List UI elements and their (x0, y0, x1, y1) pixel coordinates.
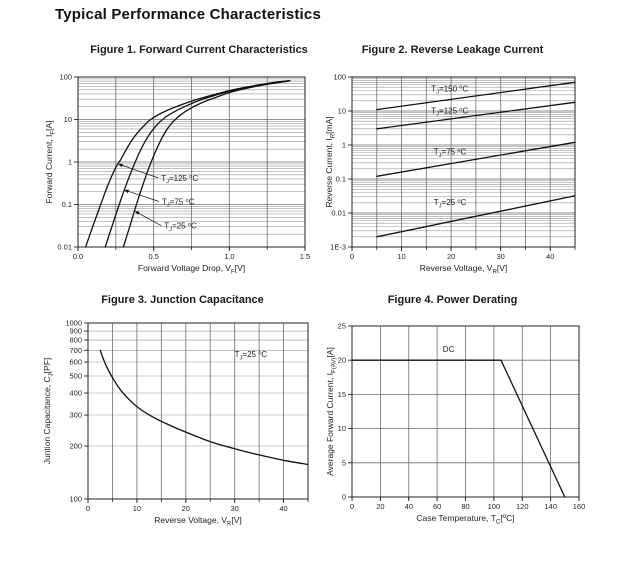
svg-text:0: 0 (86, 504, 90, 513)
svg-text:1.5: 1.5 (300, 252, 310, 261)
svg-text:400: 400 (69, 389, 82, 398)
svg-text:30: 30 (496, 252, 504, 261)
svg-text:Juntion Capacitance, CJ[PF]: Juntion Capacitance, CJ[PF] (42, 358, 54, 465)
svg-text:Average Forward Current, IF(AV: Average Forward Current, IF(AV)[A] (325, 347, 337, 476)
svg-text:300: 300 (69, 411, 82, 420)
svg-text:Forward Current, IF[A]: Forward Current, IF[A] (44, 120, 56, 203)
svg-text:15: 15 (338, 390, 346, 399)
svg-text:500: 500 (69, 371, 82, 380)
svg-text:0: 0 (342, 493, 346, 502)
svg-text:900: 900 (69, 327, 82, 336)
svg-text:0: 0 (350, 252, 354, 261)
svg-text:10: 10 (397, 252, 405, 261)
svg-text:40: 40 (405, 502, 413, 511)
svg-text:TJ=25 oC: TJ=25 oC (434, 198, 467, 209)
svg-text:100: 100 (59, 73, 72, 82)
svg-text:1.0: 1.0 (224, 252, 234, 261)
svg-text:Forward Voltage Drop, VF[V]: Forward Voltage Drop, VF[V] (138, 263, 245, 275)
svg-text:20: 20 (338, 356, 346, 365)
svg-text:TJ=75 oC: TJ=75 oC (434, 148, 467, 159)
svg-text:160: 160 (573, 502, 586, 511)
svg-text:TJ=125 oC: TJ=125 oC (431, 106, 468, 117)
svg-text:0: 0 (350, 502, 354, 511)
svg-text:40: 40 (279, 504, 287, 513)
svg-text:100: 100 (333, 73, 346, 82)
svg-text:0.5: 0.5 (148, 252, 158, 261)
svg-text:60: 60 (433, 502, 441, 511)
svg-text:10: 10 (338, 107, 346, 116)
svg-text:200: 200 (69, 442, 82, 451)
figure-2-panel: Figure 2. Reverse Leakage Current 0 10 20 3… (325, 44, 625, 294)
svg-text:10: 10 (64, 115, 72, 124)
svg-text:20: 20 (376, 502, 384, 511)
svg-text:0.01: 0.01 (331, 209, 346, 218)
svg-text:20: 20 (447, 252, 455, 261)
svg-text:DC: DC (443, 345, 455, 354)
svg-text:100: 100 (488, 502, 501, 511)
svg-text:1: 1 (342, 141, 346, 150)
figure-3-panel: Figure 3. Junction Capacitance 0 10 20 30 40… (40, 294, 340, 554)
figure-1-panel: Figure 1. Forward Current Characteristic… (40, 44, 340, 294)
svg-text:Case Temperature, TC[oC]: Case Temperature, TC[oC] (416, 513, 514, 525)
svg-text:140: 140 (544, 502, 557, 511)
figure-4-chart: 0 20 40 60 80 100 120 140 160 0 5 10 15 20 25 Case Temp… (325, 322, 586, 526)
svg-text:120: 120 (516, 502, 529, 511)
svg-text:TJ=25 oC: TJ=25 oC (164, 222, 197, 233)
svg-text:100: 100 (69, 495, 82, 504)
svg-text:TJ=25 oC: TJ=25 oC (235, 350, 268, 361)
svg-text:TJ=150 oC: TJ=150 oC (431, 84, 468, 95)
figure-4-panel: Figure 4. Power Derating 0 20 40 60 80 100 120… (325, 294, 625, 554)
svg-text:20: 20 (182, 504, 190, 513)
figure-1-chart: 0.0 0.5 1.0 1.5 100 10 1 0.1 0.01 Forward Voltage… (44, 73, 310, 276)
figure-2-chart: 0 10 20 30 40 100 10 1 0.1 0.01 1E-3 Reverse Voltag… (325, 73, 576, 275)
svg-text:TJ=125 oC: TJ=125 oC (161, 174, 198, 185)
svg-text:10: 10 (338, 424, 346, 433)
svg-text:80: 80 (461, 502, 469, 511)
figure-4-title: Figure 4. Power Derating (387, 294, 518, 306)
svg-text:40: 40 (546, 252, 554, 261)
svg-text:0.1: 0.1 (336, 175, 346, 184)
svg-text:5: 5 (342, 458, 346, 467)
svg-text:0.1: 0.1 (62, 200, 72, 209)
svg-text:1E-3: 1E-3 (330, 243, 346, 252)
svg-text:1: 1 (68, 158, 72, 167)
figure-2-title: Figure 2. Reverse Leakage Current (361, 44, 544, 56)
svg-text:Reverse Voltage, VR[V]: Reverse Voltage, VR[V] (154, 515, 242, 527)
page-title: Typical Performance Characteristics (55, 6, 322, 23)
svg-text:Reverse Current, IR[mA]: Reverse Current, IR[mA] (325, 116, 336, 207)
svg-text:25: 25 (338, 322, 346, 331)
svg-text:800: 800 (69, 336, 82, 345)
svg-text:0.01: 0.01 (57, 243, 72, 252)
svg-text:30: 30 (230, 504, 238, 513)
svg-text:1000: 1000 (65, 319, 82, 328)
svg-text:600: 600 (69, 358, 82, 367)
svg-text:700: 700 (69, 346, 82, 355)
svg-text:0.0: 0.0 (73, 252, 83, 261)
svg-text:Reverse Voltage, VR[V]: Reverse Voltage, VR[V] (420, 263, 508, 275)
figure-1-title: Figure 1. Forward Current Characteristic… (90, 44, 308, 56)
svg-text:10: 10 (133, 504, 141, 513)
figure-3-title: Figure 3. Junction Capacitance (101, 294, 264, 306)
svg-text:TJ=75 oC: TJ=75 oC (162, 198, 195, 209)
